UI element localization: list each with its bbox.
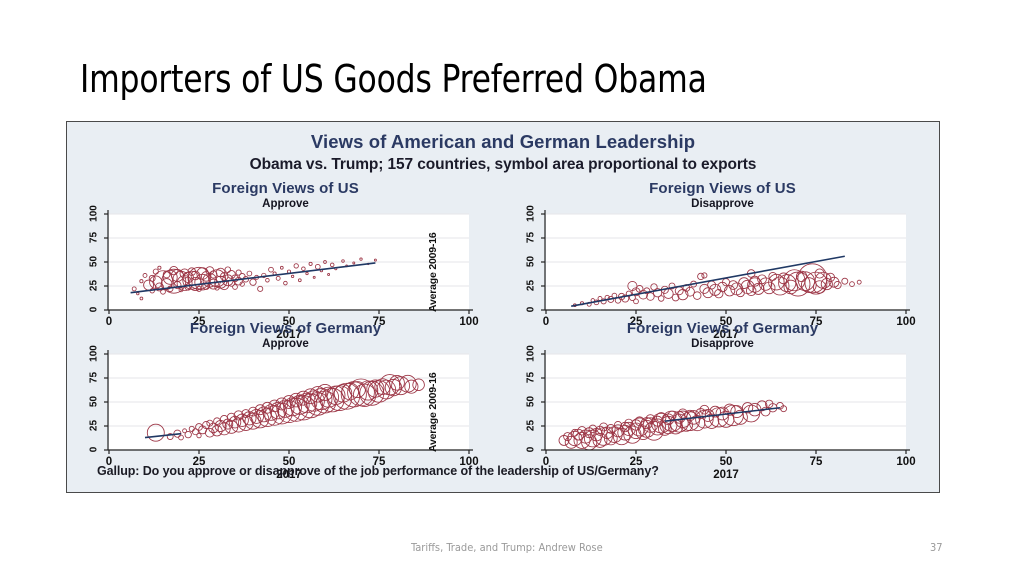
panel-germany-disapprove: Foreign Views of Germany Disapprove 0 25 50 7… <box>504 318 941 481</box>
x-tick-label: 50 <box>719 316 733 328</box>
y-tick-label: 100 <box>88 205 100 222</box>
y-tick-label: 25 <box>525 279 537 292</box>
y-axis-title: Average 2009-16 <box>427 372 439 452</box>
x-axis-title: 2017 <box>713 329 739 341</box>
x-tick-label: 50 <box>282 456 296 468</box>
x-tick-label: 100 <box>459 316 479 328</box>
x-axis-title: 2017 <box>276 329 302 341</box>
x-axis-title: 2017 <box>713 469 739 481</box>
x-tick-label: 25 <box>629 456 643 468</box>
y-tick-label: 50 <box>525 395 537 408</box>
panel-subtitle: Disapprove <box>691 198 754 210</box>
y-tick-label: 50 <box>525 255 537 268</box>
x-tick-label: 100 <box>459 456 479 468</box>
y-tick-label: 75 <box>525 231 537 244</box>
x-tick-label: 0 <box>105 316 113 328</box>
y-tick-label: 100 <box>88 345 100 362</box>
chart-subtitle: Obama vs. Trump; 157 countries, symbol a… <box>249 156 757 173</box>
y-tick-label: 25 <box>88 279 100 292</box>
x-tick-label: 100 <box>896 456 916 468</box>
y-tick-label: 0 <box>88 446 100 453</box>
slide-page-number: 37 <box>930 541 943 554</box>
chart-figure: Views of American and German Leadership … <box>66 121 940 493</box>
x-tick-label: 75 <box>372 456 386 468</box>
panel-title: Foreign Views of US <box>649 180 796 197</box>
panel-subtitle: Disapprove <box>691 338 754 350</box>
y-tick-label: 25 <box>525 419 537 432</box>
y-tick-label: 75 <box>88 231 100 244</box>
x-axis-title: 2017 <box>276 469 302 481</box>
x-tick-label: 25 <box>192 316 206 328</box>
plot-area: 0 25 50 75 100 0 25 50 75 100 2017 <box>526 345 916 481</box>
y-tick-label: 75 <box>88 371 100 384</box>
panel-subtitle: Approve <box>262 338 309 350</box>
panel-us-approve: Foreign Views of US Approve 0 25 50 75 100 0 25 5… <box>67 178 504 341</box>
x-tick-label: 75 <box>809 456 823 468</box>
page-title: Importers of US Goods Preferred Obama <box>80 57 707 101</box>
y-tick-label: 0 <box>525 446 537 453</box>
x-tick-label: 100 <box>896 316 916 328</box>
slide-footer-text: Tariffs, Trade, and Trump: Andrew Rose <box>411 541 603 554</box>
panel-germany-approve: Foreign Views of Germany Approve 0 25 50 75 10… <box>67 318 504 481</box>
panel-title: Foreign Views of Germany <box>626 320 819 337</box>
chart-source-note: Gallup: Do you approve or disapprove of … <box>97 464 659 478</box>
panel-title: Foreign Views of US <box>212 180 359 197</box>
chart-title: Views of American and German Leadership <box>310 131 696 152</box>
x-tick-label: 0 <box>542 316 550 328</box>
x-tick-label: 75 <box>372 316 386 328</box>
x-tick-label: 50 <box>282 316 296 328</box>
x-tick-label: 0 <box>105 456 113 468</box>
panel-grid: Foreign Views of US Approve 0 25 50 75 100 0 25 5… <box>67 178 941 481</box>
x-tick-label: 25 <box>629 316 643 328</box>
y-axis-title: Average 2009-16 <box>427 232 439 312</box>
panel-us-disapprove: Foreign Views of US Disapprove 0 25 50 75 100 0… <box>504 178 941 341</box>
y-tick-label: 75 <box>525 371 537 384</box>
x-tick-label: 50 <box>719 456 733 468</box>
x-tick-label: 75 <box>809 316 823 328</box>
x-tick-label: 0 <box>542 456 550 468</box>
x-tick-label: 25 <box>192 456 206 468</box>
panel-subtitle: Approve <box>262 198 309 210</box>
y-tick-label: 50 <box>88 255 100 268</box>
plot-area: 0 25 50 75 100 0 25 50 75 100 2017 Average 2009-16 <box>89 205 479 341</box>
panel-title: Foreign Views of Germany <box>189 320 382 337</box>
y-tick-label: 100 <box>525 345 537 362</box>
y-tick-label: 50 <box>88 395 100 408</box>
plot-area: 0 25 50 75 100 0 25 50 75 100 2017 <box>526 205 916 341</box>
y-tick-label: 25 <box>88 419 100 432</box>
plot-area: 0 25 50 75 100 0 25 50 75 100 2017 Average 2009-16 <box>89 345 479 481</box>
y-tick-label: 100 <box>525 205 537 222</box>
